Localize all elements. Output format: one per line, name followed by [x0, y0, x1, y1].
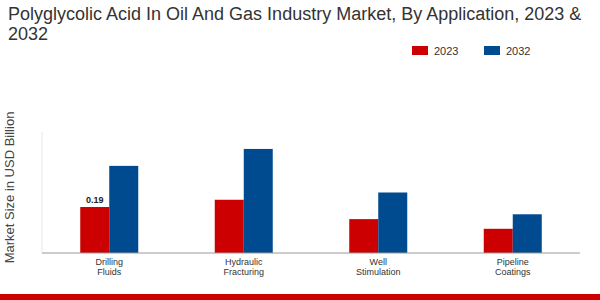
x-tick-label-line: Pipeline [497, 257, 529, 267]
x-tick-label-line: Well [370, 257, 387, 267]
title: Polyglycolic Acid In Oil And Gas Industr… [8, 4, 588, 44]
bar [484, 229, 513, 253]
plot: Market Size in USD Billion 2023 2032 0.19 Dr… [0, 0, 600, 300]
bars [80, 149, 542, 253]
bar [109, 166, 138, 253]
data-label: 0.19 [86, 195, 104, 205]
legend-swatch [484, 46, 500, 55]
bar [244, 149, 273, 253]
x-tick-label-line: Stimulation [356, 267, 401, 277]
x-tick-label-line: Hydraulic [225, 257, 263, 267]
x-tick-label-line: Drilling [95, 257, 123, 267]
x-tick-label: PipelineCoatings [495, 257, 531, 277]
bar [80, 207, 109, 253]
labels: 0.19 DrillingFluids HydraulicFracturing Wel… [86, 195, 531, 277]
x-tick-label: DrillingFluids [95, 257, 123, 277]
legend-label: 2023 [434, 45, 458, 57]
chart: Polyglycolic Acid In Oil And Gas Industr… [0, 0, 600, 300]
legend-label: 2032 [506, 45, 530, 57]
x-tick-label: WellStimulation [356, 257, 401, 277]
x-tick-label-line: Fluids [97, 267, 122, 277]
bar [215, 200, 244, 253]
bar [349, 219, 378, 253]
x-tick-label-line: Coatings [495, 267, 531, 277]
x-tick-label: HydraulicFracturing [223, 257, 264, 277]
y-axis-line [42, 132, 43, 253]
y-axis-label: Market Size in USD Billion [2, 112, 17, 264]
x-tick-label-line: Fracturing [223, 267, 264, 277]
legend-swatch [412, 46, 428, 55]
x-axis-line [42, 253, 580, 254]
bar [513, 214, 542, 253]
bar [378, 193, 407, 254]
footer-strip [0, 294, 600, 300]
